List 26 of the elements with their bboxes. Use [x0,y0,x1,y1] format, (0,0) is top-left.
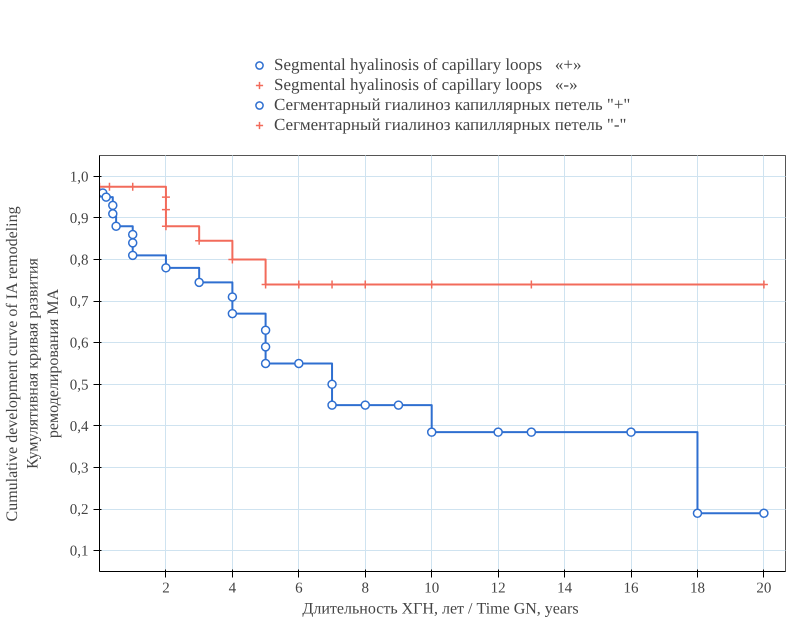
y-axis-title: Cumulative development curve of IA remodeling Кумулятивная кривая развития ремоделирования МА [4,206,62,522]
y-tick-label: 1,0 [70,169,88,186]
x-axis-title: Длительность ХГН, лет / Time GN, years [302,600,579,618]
y-tick-label: 0,2 [70,502,88,518]
x-tick-label: 6 [295,580,304,596]
y-tick-label: 0,6 [70,336,89,352]
x-tick-label: 18 [690,580,705,596]
y-tick-label: 0,1 [70,544,88,560]
x-tick-label: 14 [557,580,573,596]
text: Сегментарный гиалиноз капиллярных петель "+" [274,95,630,115]
legend-label: Segmental hyalinosis of capillary loops «+» [274,55,582,75]
x-tick-label: 20 [756,580,772,596]
y-tick-label: 0,8 [70,252,88,268]
y-tick-label: 0,7 [70,294,89,310]
x-tick-label: 12 [490,580,506,596]
y-tick-label: 0,9 [70,210,88,227]
y-tick-label: 0,5 [70,377,88,394]
x-tick-label: 10 [424,580,440,596]
x-tick-label: 4 [228,580,237,596]
y-tick-label: 0,3 [70,460,88,476]
y-tick-label: 0,4 [70,418,89,435]
text: Сегментарный гиалиноз капиллярных петель "-" [274,115,626,135]
legend-label: Segmental hyalinosis of capillary loops «-» [274,75,578,95]
x-tick-label: 16 [624,580,640,596]
x-tick-label: 8 [362,580,370,596]
x-tick-label: 2 [162,580,170,596]
